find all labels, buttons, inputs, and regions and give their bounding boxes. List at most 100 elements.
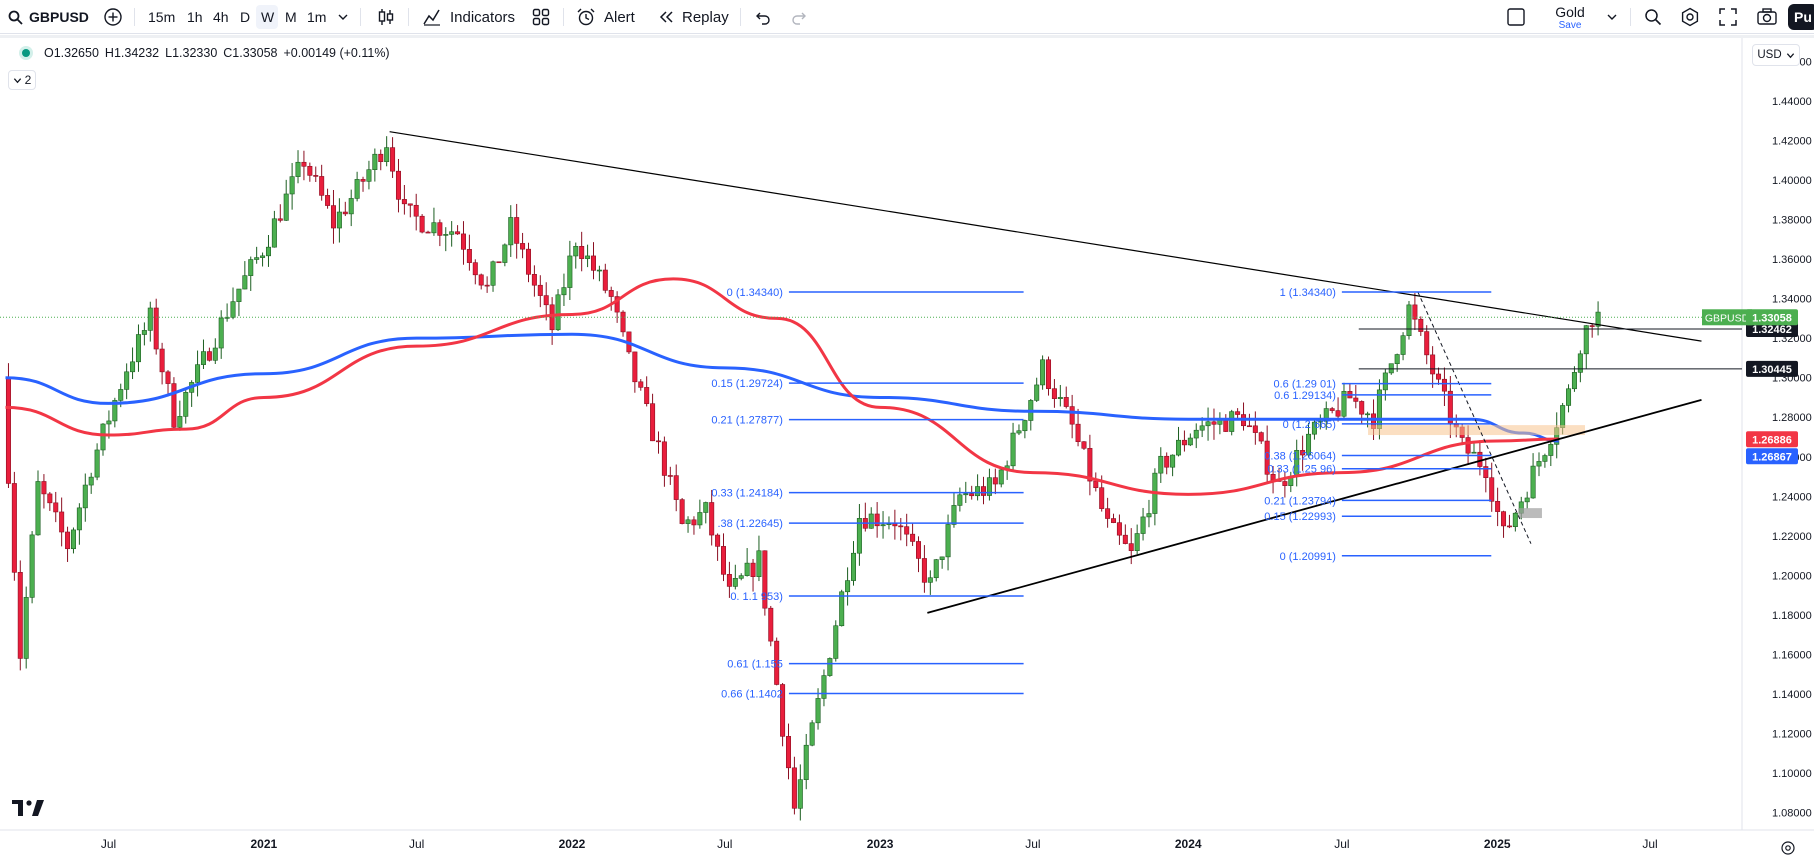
interval-1h[interactable]: 1h: [187, 9, 203, 25]
layout-dropdown[interactable]: [1606, 0, 1618, 34]
candle: [514, 217, 520, 244]
candle: [1282, 481, 1288, 486]
candle: [490, 261, 496, 286]
compare-button[interactable]: [103, 0, 123, 34]
candle: [1501, 511, 1507, 527]
settings-button[interactable]: [1680, 0, 1700, 34]
snapshot-button[interactable]: [1756, 0, 1778, 34]
legend-open: O1.32650: [44, 46, 99, 60]
price-zone: [1518, 508, 1542, 519]
candle: [1087, 448, 1093, 482]
candle: [1258, 432, 1264, 442]
candle: [1264, 440, 1270, 475]
chevron-down-icon: [13, 77, 21, 83]
candle: [750, 562, 756, 577]
candle: [313, 175, 319, 177]
fib-level-label: 0.21 (1.23794): [1264, 495, 1336, 507]
candle: [330, 205, 336, 229]
candle: [910, 533, 916, 542]
fib-level-label: 0.21 (1.27877): [711, 415, 783, 427]
rewind-icon: [659, 11, 673, 23]
candle: [135, 334, 141, 363]
candle: [880, 524, 886, 527]
candle: [1595, 311, 1601, 327]
candle: [431, 222, 437, 234]
replay-button[interactable]: Replay: [656, 0, 729, 34]
candle: [1211, 421, 1217, 425]
candle: [685, 519, 691, 524]
candle: [1181, 439, 1187, 446]
candle: [644, 387, 650, 404]
candle: [1034, 384, 1040, 401]
candle: [401, 199, 407, 205]
candle: [691, 519, 697, 526]
templates-button[interactable]: [531, 0, 551, 34]
candle: [851, 552, 857, 581]
indicator-collapse-button[interactable]: 2: [8, 70, 36, 90]
candle: [1252, 425, 1258, 433]
y-tick-label: 1.38000: [1772, 215, 1812, 227]
undo-icon: [756, 12, 770, 25]
y-tick-label: 1.34000: [1772, 294, 1812, 306]
redo-button[interactable]: [790, 0, 810, 34]
candle: [65, 531, 71, 550]
price-chart[interactable]: 1.460001.440001.420001.400001.380001.360…: [0, 38, 1814, 858]
currency-dropdown[interactable]: USD: [1752, 44, 1800, 66]
fullscreen-button[interactable]: [1718, 0, 1738, 34]
square-icon: [1507, 8, 1525, 26]
interval-4h[interactable]: 4h: [213, 9, 229, 25]
level-price-tag: [1746, 360, 1798, 377]
chart-type-button[interactable]: [376, 0, 396, 34]
layout-save-status: Save: [1558, 20, 1582, 31]
candle: [159, 348, 165, 373]
x-tick-label: 2025: [1484, 837, 1511, 851]
candle: [768, 607, 774, 642]
candle: [703, 502, 709, 513]
candle: [1300, 450, 1306, 456]
candles-icon: [378, 9, 394, 25]
interval-15m[interactable]: 15m: [148, 9, 176, 25]
candle: [1412, 304, 1418, 320]
candle: [673, 475, 679, 500]
candle: [1465, 437, 1471, 454]
candle: [466, 249, 472, 263]
candle: [590, 255, 596, 271]
candle: [354, 179, 360, 199]
candle: [1122, 534, 1128, 544]
last-price-tag: [1746, 309, 1798, 326]
candle: [53, 502, 59, 513]
interval-w[interactable]: W: [261, 9, 275, 25]
fib-level-label: 0.66 (1.1402: [721, 689, 783, 701]
candle: [1164, 455, 1170, 468]
x-tick-label: 2024: [1175, 837, 1202, 851]
candle: [667, 475, 673, 477]
fib-level-label: 1 (1.34340): [1280, 287, 1336, 299]
candle: [1512, 512, 1518, 528]
candle: [1093, 480, 1099, 488]
candle: [1359, 401, 1365, 415]
x-tick-label: Jul: [409, 837, 424, 851]
interval-m[interactable]: M: [285, 9, 297, 25]
layout-toggle-button[interactable]: [1506, 0, 1526, 34]
candle: [218, 317, 224, 349]
undo-button[interactable]: [752, 0, 772, 34]
interval-d[interactable]: D: [240, 9, 251, 25]
fib-level-label: 0.6 1.29134): [1274, 390, 1336, 402]
profile-button[interactable]: Pu: [1788, 4, 1814, 30]
candle: [927, 577, 933, 583]
alert-button[interactable]: Alert: [576, 0, 635, 34]
symbol-search[interactable]: GBPUSD: [8, 0, 89, 34]
candle: [1075, 423, 1081, 442]
candle: [295, 161, 301, 177]
layout-name-button[interactable]: Gold Save: [1540, 4, 1600, 31]
candle: [986, 477, 992, 496]
quick-search-button[interactable]: [1643, 0, 1663, 34]
interval-1m[interactable]: 1m: [307, 9, 327, 25]
candle: [1010, 432, 1016, 467]
indicators-button[interactable]: Indicators: [422, 0, 515, 34]
candle: [1246, 425, 1252, 428]
y-tick-label: 1.36000: [1772, 254, 1812, 266]
interval-dropdown[interactable]: [337, 0, 349, 34]
candle: [230, 301, 236, 318]
candle: [325, 195, 331, 206]
